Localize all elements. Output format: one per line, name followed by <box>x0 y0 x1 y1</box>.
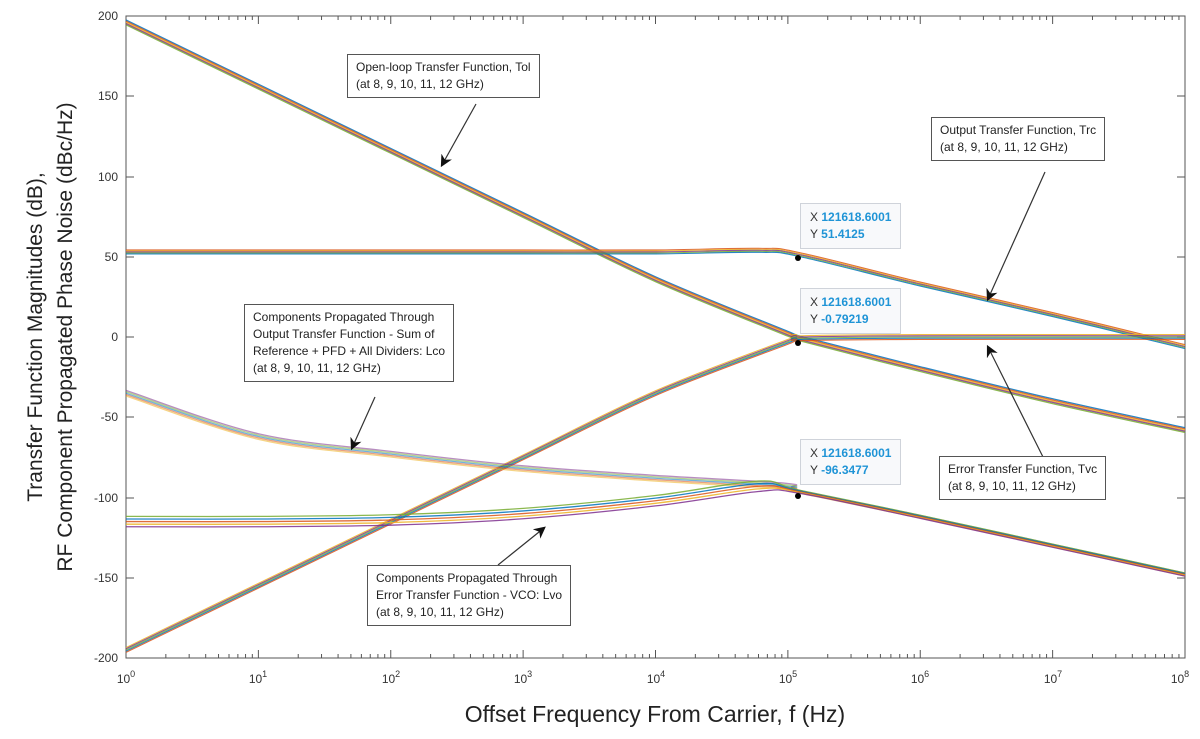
annotation-text: Error Transfer Function, Tvc <box>948 462 1098 476</box>
series-line <box>125 480 1186 574</box>
annotation-text: Output Transfer Function - Sum of <box>253 327 435 341</box>
annotation-trc: Output Transfer Function, Trc (at 8, 9, … <box>931 117 1106 161</box>
tvc-arrow <box>986 344 1044 458</box>
x-tick-labels: 100 101 102 103 104 105 106 107 108 <box>117 669 1189 686</box>
y-tick-label: 100 <box>98 170 118 184</box>
y-tick-labels: 200 150 100 50 0 -50 -100 -150 -200 <box>94 9 118 665</box>
annotation-tvc: Error Transfer Function, Tvc (at 8, 9, 1… <box>939 456 1107 500</box>
series-line <box>126 249 1186 348</box>
series-line <box>125 337 1186 652</box>
y-tick-label: 150 <box>98 89 118 103</box>
annotation-lco: Components Propagated Through Output Tra… <box>244 304 455 382</box>
datatip-marker-lco[interactable] <box>795 493 801 499</box>
x-tick-label: 104 <box>647 669 665 686</box>
lco-arrow <box>350 396 376 451</box>
datatip-y-value: 51.4125 <box>821 227 865 241</box>
annotation-text: (at 8, 9, 10, 11, 12 GHz) <box>253 361 381 375</box>
annotation-text: (at 8, 9, 10, 11, 12 GHz) <box>940 140 1068 154</box>
series-line <box>125 487 1186 576</box>
x-tick-label: 103 <box>514 669 532 686</box>
curve-layer <box>125 19 1186 653</box>
datatip-x-key: X <box>810 210 819 224</box>
lvo-arrow <box>497 526 546 566</box>
annotation-text: (at 8, 9, 10, 11, 12 GHz) <box>356 77 484 91</box>
datatip-y-key: Y <box>810 312 818 326</box>
series-line <box>125 335 1186 650</box>
datatip-tol[interactable]: X 121618.6001 Y -0.79219 <box>800 288 902 334</box>
y-axis-title: Transfer Function Magnitudes (dB), RF Co… <box>24 102 77 571</box>
x-tick-label: 106 <box>911 669 929 686</box>
annotation-text: (at 8, 9, 10, 11, 12 GHz) <box>376 605 504 619</box>
datatip-marker-trc[interactable] <box>795 255 801 261</box>
tol-curves <box>125 19 1186 434</box>
datatip-marker-tol[interactable] <box>795 340 801 346</box>
datatip-y-value: -96.3477 <box>821 463 869 477</box>
series-line <box>125 21 1186 431</box>
y-tick-label: -100 <box>94 491 118 505</box>
annotation-text: Components Propagated Through <box>376 571 558 585</box>
y-tick-label: 200 <box>98 9 118 23</box>
tol-arrow <box>440 103 477 168</box>
datatip-x-value: 121618.6001 <box>821 295 892 309</box>
x-ticks <box>125 16 1186 658</box>
datatip-x-key: X <box>810 295 819 309</box>
annotation-text: Components Propagated Through <box>253 310 435 324</box>
y-axis-title-line1: Transfer Function Magnitudes (dB), <box>24 172 47 502</box>
datatip-markers <box>795 255 801 499</box>
datatip-y-value: -0.79219 <box>821 312 869 326</box>
annotation-tol: Open-loop Transfer Function, Tol (at 8, … <box>347 54 540 98</box>
series-line <box>125 19 1186 429</box>
annotation-text: Open-loop Transfer Function, Tol <box>356 60 531 74</box>
annotation-text: (at 8, 9, 10, 11, 12 GHz) <box>948 479 1076 493</box>
x-tick-label: 102 <box>382 669 400 686</box>
series-line <box>125 338 1186 653</box>
series-line <box>125 24 1186 434</box>
y-tick-label: -200 <box>94 651 118 665</box>
series-line <box>125 23 1186 432</box>
annotation-arrows <box>350 103 1046 566</box>
datatip-y-key: Y <box>810 463 818 477</box>
series-line <box>125 336 1186 651</box>
lvo-curves <box>125 480 1186 577</box>
series-line <box>125 482 1186 575</box>
datatip-trc[interactable]: X 121618.6001 Y 51.4125 <box>800 203 902 249</box>
x-tick-label: 100 <box>117 669 135 686</box>
annotation-lvo: Components Propagated Through Error Tran… <box>367 565 572 626</box>
datatip-lco[interactable]: X 121618.6001 Y -96.3477 <box>800 439 902 485</box>
datatip-x-value: 121618.6001 <box>821 446 892 460</box>
y-tick-label: -50 <box>101 410 119 424</box>
datatip-x-key: X <box>810 446 819 460</box>
datatip-x-value: 121618.6001 <box>821 210 892 224</box>
series-line <box>125 20 1186 430</box>
y-tick-label: -150 <box>94 571 118 585</box>
trc-arrow <box>986 171 1046 302</box>
y-tick-label: 50 <box>105 250 119 264</box>
datatip-y-key: Y <box>810 227 818 241</box>
series-line <box>126 250 1186 349</box>
series-line <box>125 251 1186 350</box>
x-tick-label: 107 <box>1044 669 1062 686</box>
y-axis-title-line2: RF Component Propagated Phase Noise (dBc… <box>54 102 77 571</box>
annotation-text: Error Transfer Function - VCO: Lvo <box>376 588 563 602</box>
series-line <box>125 485 1186 576</box>
series-line <box>125 489 1186 577</box>
y-tick-label: 0 <box>111 330 118 344</box>
x-tick-label: 101 <box>249 669 267 686</box>
x-tick-label: 108 <box>1171 669 1189 686</box>
series-line <box>125 333 1186 649</box>
tvc-curves <box>125 333 1186 653</box>
annotation-text: Output Transfer Function, Trc <box>940 123 1097 137</box>
x-tick-label: 105 <box>779 669 797 686</box>
x-axis-title: Offset Frequency From Carrier, f (Hz) <box>465 701 845 727</box>
annotation-text: Reference + PFD + All Dividers: Lco <box>253 344 446 358</box>
